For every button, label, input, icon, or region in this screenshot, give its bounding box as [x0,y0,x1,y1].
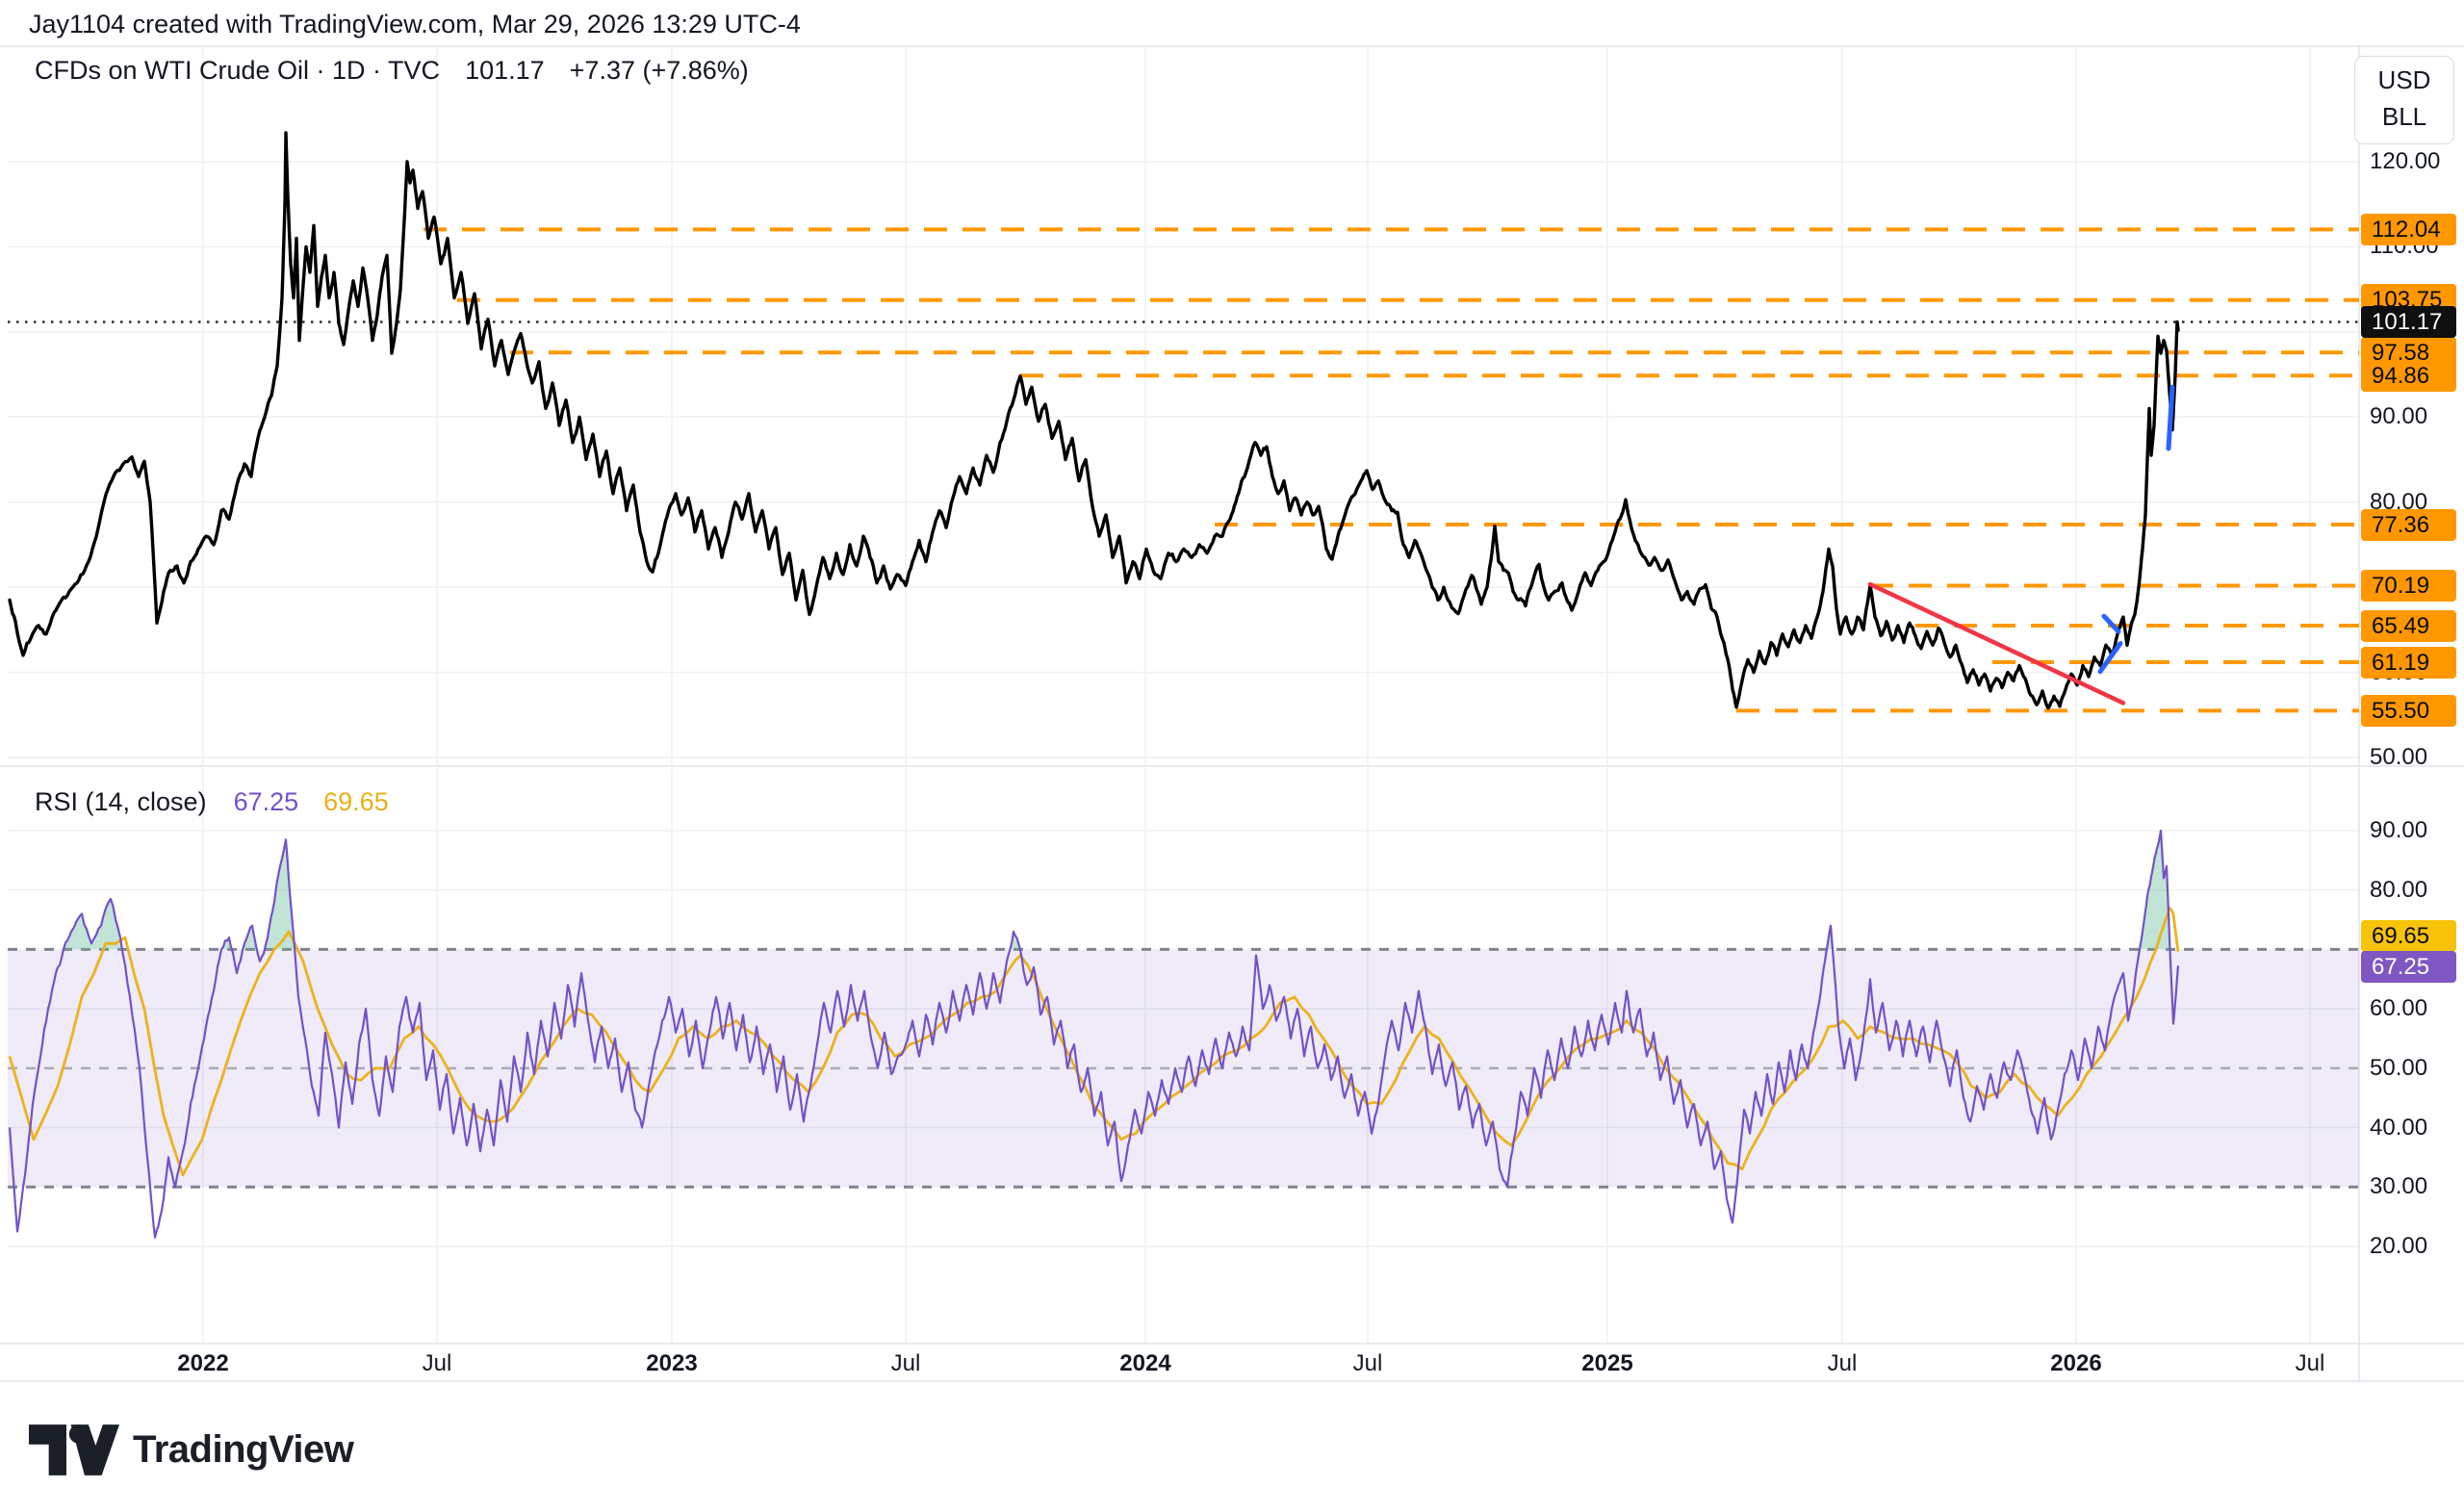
export-credit: Jay1104 created with TradingView.com, Ma… [29,10,801,38]
time-axis-label: Jul [422,1350,452,1376]
blue-trendline[interactable] [2097,641,2123,675]
time-axis-label: Jul [890,1350,921,1376]
time-axis-label: Jul [1352,1350,1383,1376]
unit-currency: USD [2377,65,2431,94]
price-axis-label: 120.00 [2370,148,2441,174]
price-level-label: 61.19 [2361,646,2456,679]
rsi-legend[interactable]: RSI (14, close) 67.25 69.65 [35,787,389,817]
time-axis-label: Jul [1827,1350,1858,1376]
rsi-axis-label: 30.00 [2370,1173,2428,1200]
rsi-value: 67.25 [233,787,299,816]
price-level-label: 112.04 [2361,213,2456,245]
unit-measure: BLL [2381,102,2427,131]
price-change: +7.37 (+7.86%) [569,56,749,85]
red-trendline[interactable] [1867,581,2126,706]
tradingview-logo-text: TradingView [133,1428,354,1471]
rsi-line [8,829,2180,1239]
price-line [8,131,2180,710]
price-level-label: 65.49 [2361,609,2456,642]
unit-currency-box: USD BLL [2354,56,2454,144]
time-axis-label: 2026 [2050,1350,2102,1376]
time-axis-label: Jul [2295,1350,2325,1376]
last-price: 101.17 [465,56,545,85]
time-axis-label: 2023 [646,1350,698,1376]
rsi-ma-value: 69.65 [323,787,389,816]
rsi-axis-label: 60.00 [2370,995,2428,1022]
price-level-label: 55.50 [2361,694,2456,727]
price-axis-label: 50.00 [2370,744,2428,770]
price-level-label: 70.19 [2361,569,2456,602]
time-axis-label: 2024 [1119,1350,1171,1376]
rsi-axis-label: 50.00 [2370,1054,2428,1081]
rsi-ma-line [8,906,2180,1177]
rsi-price-label: 67.25 [2361,951,2456,983]
symbol-title: CFDs on WTI Crude Oil · 1D · TVC [35,56,441,85]
blue-trendline[interactable] [2101,613,2121,634]
price-level-label: 77.36 [2361,508,2456,541]
tradingview-logo-icon [29,1424,119,1475]
blue-trendline[interactable] [2166,384,2175,451]
symbol-legend[interactable]: CFDs on WTI Crude Oil · 1D · TVC 101.17 +7… [35,56,774,86]
price-axis-label: 90.00 [2370,403,2428,430]
rsi-axis-label: 80.00 [2370,876,2428,903]
time-axis-label: 2025 [1581,1350,1633,1376]
rsi-indicator-name: RSI (14, close) [35,787,207,816]
rsi-axis-label: 40.00 [2370,1114,2428,1141]
tradingview-logo[interactable]: TradingView [29,1424,354,1475]
rsi-ma-price-label: 69.65 [2361,920,2456,952]
price-level-label: 94.86 [2361,359,2456,392]
rsi-axis-label: 90.00 [2370,817,2428,843]
time-axis-label: 2022 [177,1350,229,1376]
current-price-label: 101.17 [2361,306,2456,338]
rsi-axis-label: 20.00 [2370,1232,2428,1259]
